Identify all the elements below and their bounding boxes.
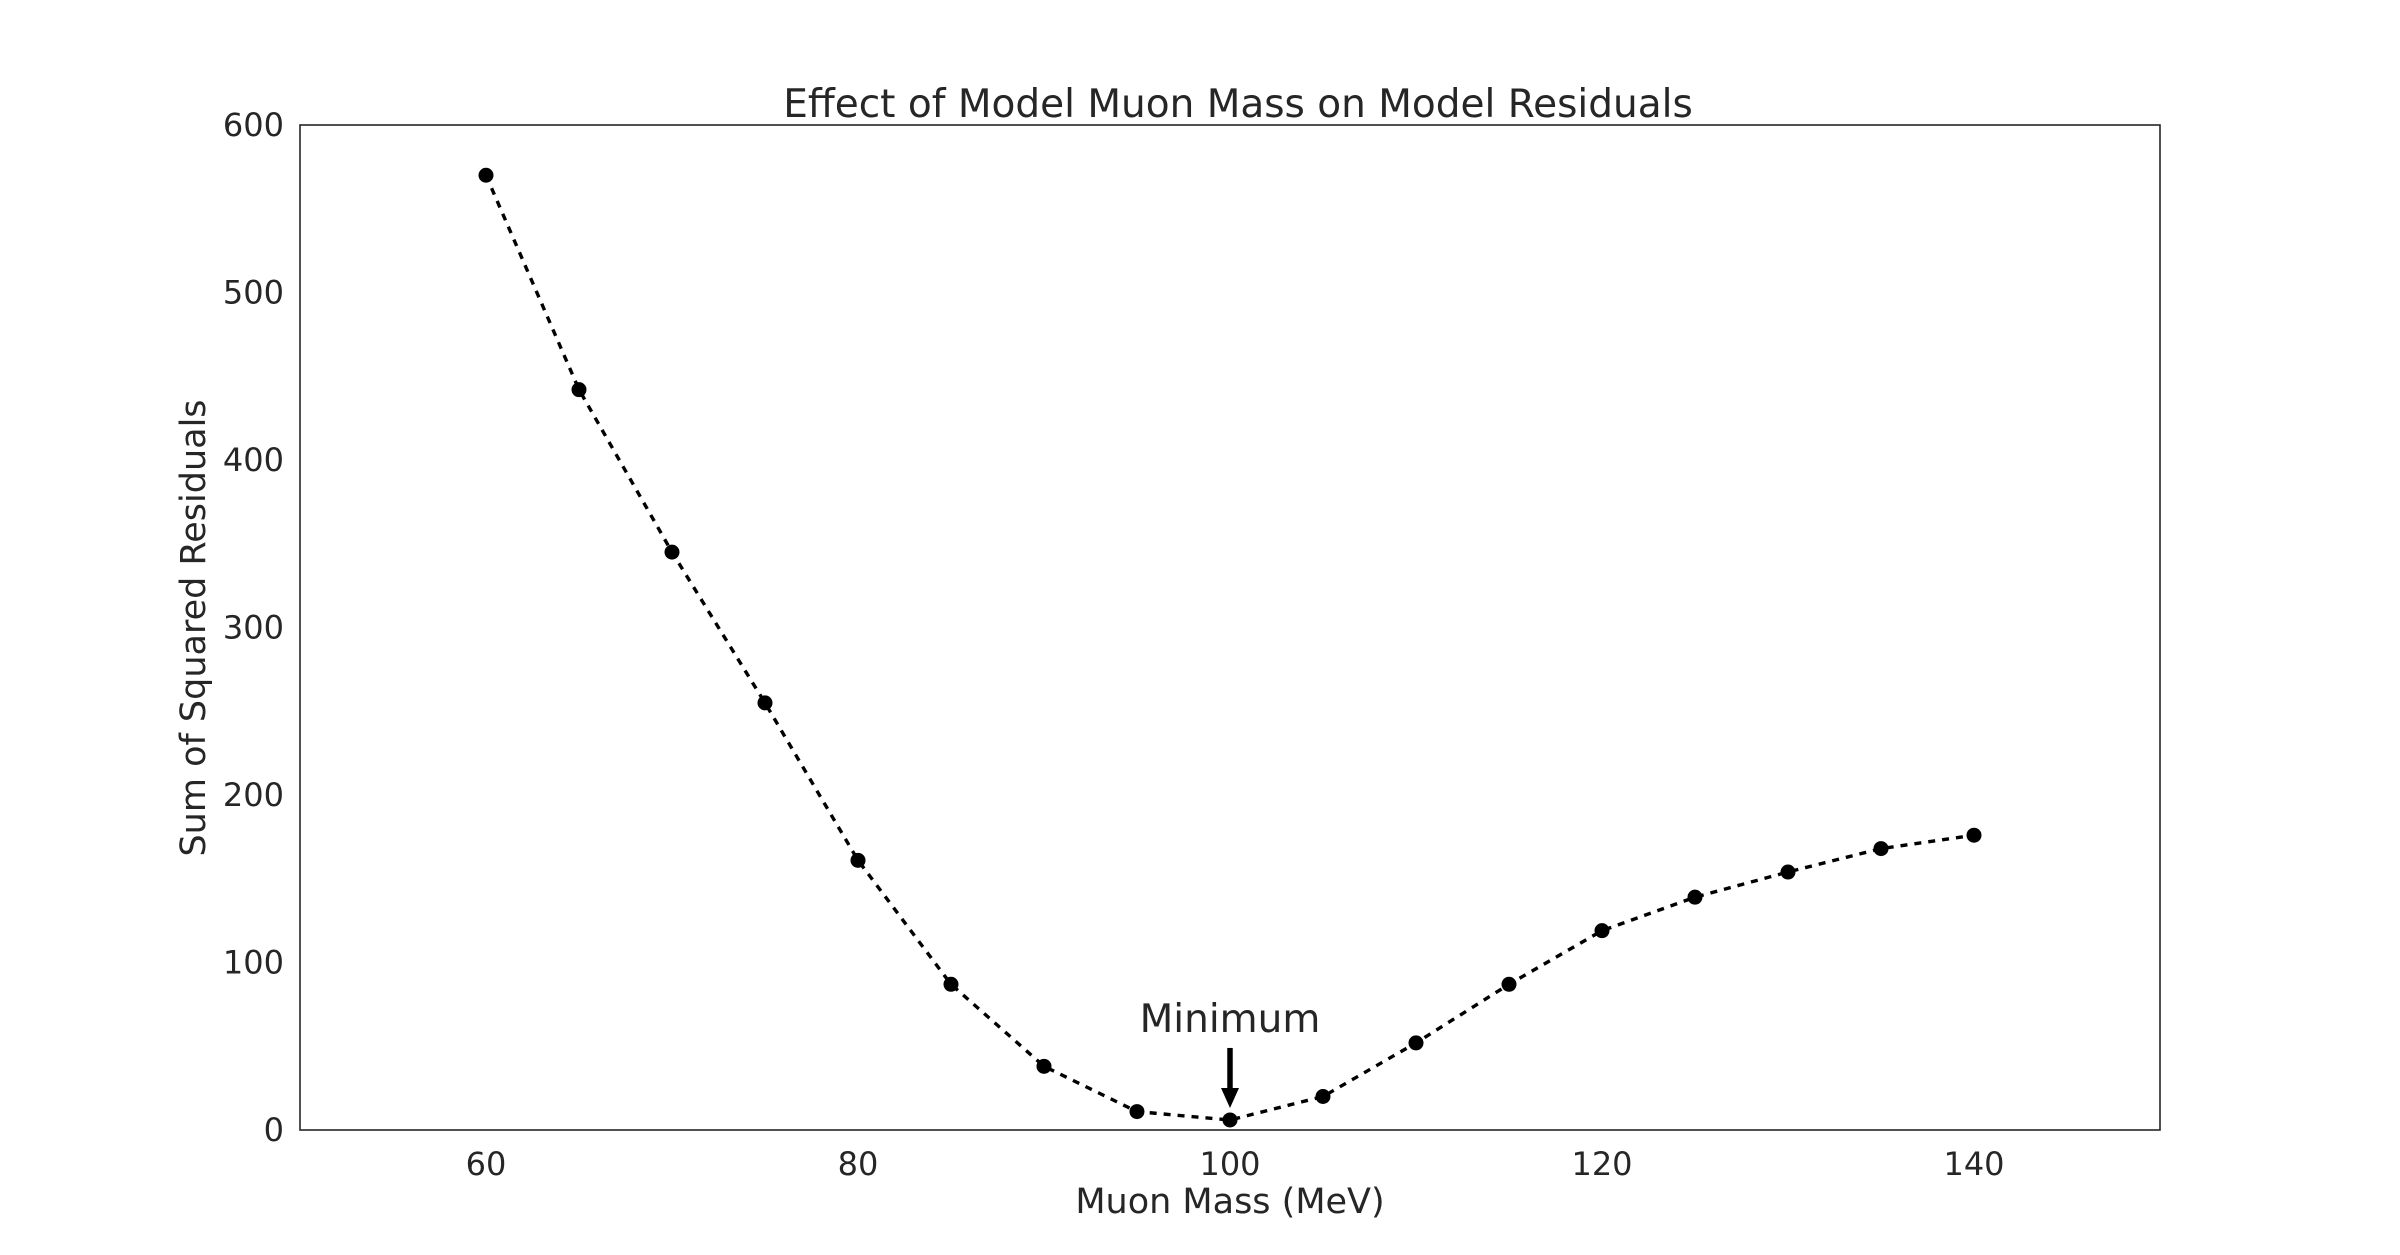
annotation-layer: Minimum (1140, 997, 1321, 1108)
minimum-annotation-label: Minimum (1140, 997, 1321, 1042)
data-point (664, 544, 680, 560)
series-layer (478, 167, 1982, 1128)
data-point (1501, 976, 1517, 992)
y-axis-label: Sum of Squared Residuals (174, 399, 214, 856)
x-tick-label: 100 (1199, 1145, 1260, 1183)
data-point (850, 852, 866, 868)
data-point (1873, 841, 1889, 857)
data-point (1315, 1089, 1331, 1104)
y-tick-label: 0 (264, 1111, 284, 1149)
y-tick-label: 500 (223, 274, 284, 312)
series-line (484, 174, 1975, 1122)
y-tick-label: 300 (223, 609, 284, 647)
data-point (1966, 827, 1982, 843)
data-point (571, 382, 587, 398)
data-point (1129, 1104, 1145, 1120)
minimum-arrow-head (1221, 1087, 1239, 1108)
data-point (1780, 864, 1796, 880)
data-point (1222, 1112, 1238, 1128)
y-tick-label: 600 (223, 106, 284, 144)
y-tick-label: 200 (223, 776, 284, 814)
chart-title: Effect of Model Muon Mass on Model Resid… (783, 82, 1693, 127)
y-tick-label: 100 (223, 944, 284, 982)
x-axis-ticks: 60 80 100 120 140 (466, 1145, 2005, 1183)
x-axis-label: Muon Mass (MeV) (1075, 1182, 1384, 1222)
data-point (478, 167, 494, 183)
plot-area-frame (299, 124, 2161, 1131)
data-point (1036, 1058, 1052, 1074)
y-tick-label: 400 (223, 441, 284, 479)
data-point (943, 976, 959, 992)
y-axis-ticks: 0 100 200 300 400 500 600 (223, 106, 284, 1149)
x-tick-label: 120 (1571, 1145, 1632, 1183)
data-point (1408, 1035, 1424, 1051)
data-point (1687, 889, 1703, 905)
data-point (757, 695, 773, 711)
data-point (1594, 923, 1610, 939)
x-tick-label: 140 (1943, 1145, 2004, 1183)
x-tick-label: 80 (838, 1145, 879, 1183)
x-tick-label: 60 (466, 1145, 507, 1183)
